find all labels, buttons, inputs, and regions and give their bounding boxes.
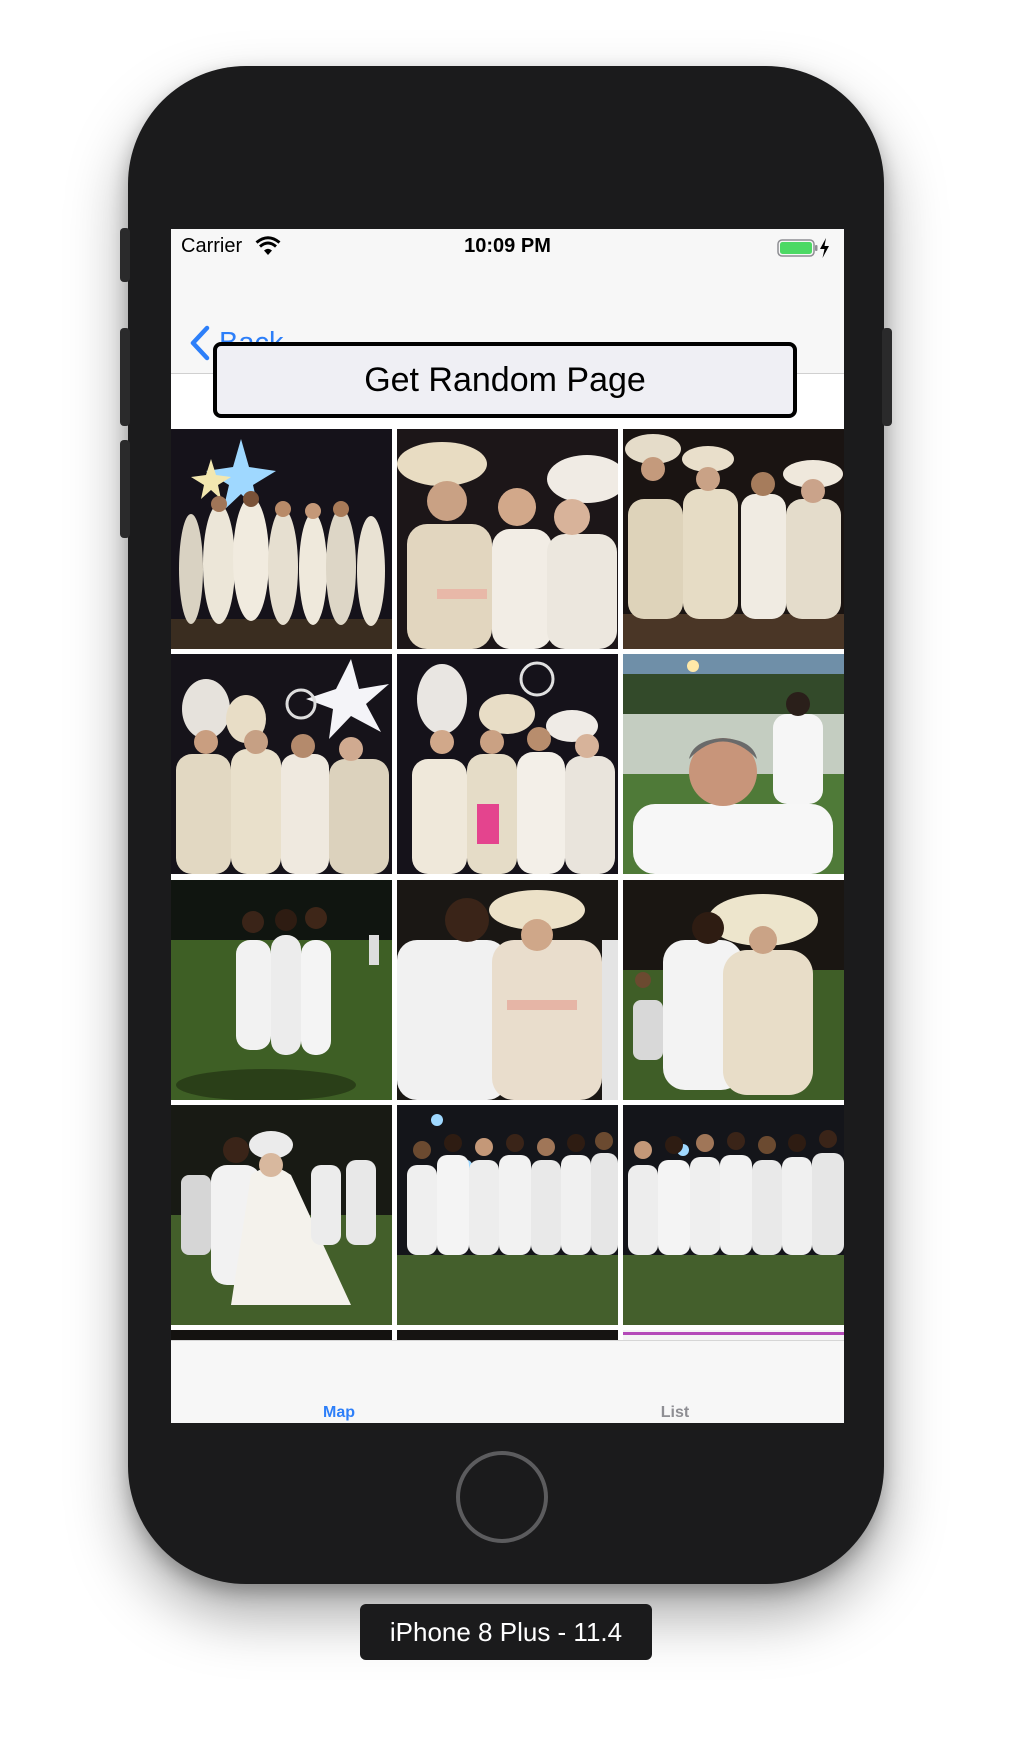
photo-tile[interactable] bbox=[397, 1330, 618, 1340]
photo-tile[interactable] bbox=[623, 880, 844, 1100]
tab-bar: Map List bbox=[171, 1340, 844, 1423]
party-photo-image bbox=[171, 880, 392, 1100]
party-photo-image bbox=[397, 1105, 618, 1325]
photo-tile[interactable] bbox=[171, 880, 392, 1100]
party-photo-image bbox=[623, 880, 844, 1100]
party-photo-image bbox=[623, 654, 844, 874]
get-random-page-button[interactable]: Get Random Page bbox=[213, 342, 797, 418]
photo-tile[interactable] bbox=[623, 654, 844, 874]
photo-tile[interactable] bbox=[623, 429, 844, 649]
status-bar: Carrier 10:09 PM bbox=[171, 229, 844, 269]
photo-grid[interactable] bbox=[171, 429, 844, 1340]
party-photo-image bbox=[171, 654, 392, 874]
party-photo-image bbox=[397, 1330, 618, 1340]
carrier-label: Carrier bbox=[181, 235, 243, 257]
photo-tile[interactable] bbox=[397, 654, 618, 874]
get-random-page-label: Get Random Page bbox=[364, 360, 646, 399]
home-button[interactable] bbox=[456, 1451, 548, 1543]
map-screenshot-image bbox=[623, 1330, 844, 1340]
photo-tile[interactable] bbox=[171, 429, 392, 649]
photo-tile[interactable] bbox=[623, 1105, 844, 1325]
silent-switch bbox=[120, 228, 130, 282]
party-photo-image bbox=[171, 429, 392, 649]
party-photo-image bbox=[397, 429, 618, 649]
photo-tile[interactable] bbox=[171, 654, 392, 874]
battery-charging-icon bbox=[777, 238, 829, 258]
phone-screen: Carrier 10:09 PM Back Ge bbox=[171, 229, 844, 1423]
tab-list[interactable]: List bbox=[507, 1341, 843, 1423]
power-button bbox=[882, 328, 892, 426]
simulator-device-label: iPhone 8 Plus - 11.4 bbox=[360, 1604, 652, 1660]
volume-down-button bbox=[120, 440, 130, 538]
party-photo-image bbox=[623, 1105, 844, 1325]
photo-tile[interactable] bbox=[623, 1330, 844, 1340]
party-photo-image bbox=[397, 654, 618, 874]
photo-tile[interactable] bbox=[171, 1330, 392, 1340]
chevron-left-icon bbox=[190, 325, 210, 361]
volume-up-button bbox=[120, 328, 130, 426]
tab-list-label: List bbox=[660, 1404, 690, 1421]
tab-map[interactable]: Map bbox=[171, 1341, 507, 1423]
photo-tile[interactable] bbox=[397, 429, 618, 649]
status-clock: 10:09 PM bbox=[464, 235, 551, 257]
party-photo-image bbox=[171, 1330, 392, 1340]
party-photo-image bbox=[623, 429, 844, 649]
photo-tile[interactable] bbox=[171, 1105, 392, 1325]
photo-tile[interactable] bbox=[397, 880, 618, 1100]
party-photo-image bbox=[171, 1105, 392, 1325]
party-photo-image bbox=[397, 880, 618, 1100]
tab-map-label: Map bbox=[323, 1404, 355, 1421]
wifi-icon bbox=[255, 236, 281, 255]
photo-tile[interactable] bbox=[397, 1105, 618, 1325]
